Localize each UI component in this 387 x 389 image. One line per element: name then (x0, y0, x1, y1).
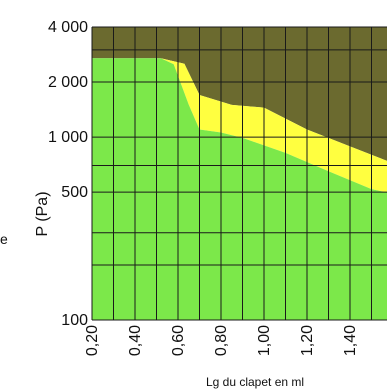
cut-off-label-fragment: e (0, 231, 8, 247)
x-tick-labels: 0,20 0,40 0,60 0,80 1,00 1,20 1,40 (84, 325, 359, 356)
grid-lines (91, 26, 387, 321)
y-tick-labels: 4 000 2 000 1 000 500 100 (48, 19, 88, 329)
x-tick-label: 1,40 (342, 325, 359, 356)
x-tick-label: 0,80 (213, 325, 230, 356)
y-tick-label: 100 (61, 312, 88, 329)
x-tick-label: 0,40 (127, 325, 144, 356)
y-tick-label: 2 000 (48, 74, 88, 91)
x-tick-label: 1,00 (256, 325, 273, 356)
region-2 (92, 58, 387, 320)
plot-regions (92, 27, 387, 320)
y-tick-label: 4 000 (48, 19, 88, 36)
x-tick-label: 0,60 (170, 325, 187, 356)
x-axis-title: Lg du clapet en ml (206, 375, 304, 389)
y-axis-title: P (Pa) (34, 191, 51, 236)
y-tick-label: 1 000 (48, 129, 88, 146)
x-tick-label: 0,20 (84, 325, 101, 356)
region-0 (92, 27, 387, 161)
y-tick-label: 500 (61, 184, 88, 201)
x-tick-label: 1,20 (299, 325, 316, 356)
region-1 (160, 58, 387, 193)
